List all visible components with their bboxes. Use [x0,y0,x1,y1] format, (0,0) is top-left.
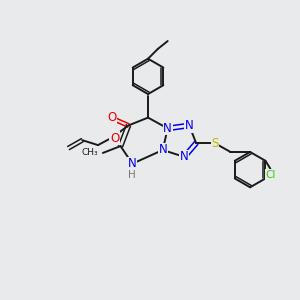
Text: O: O [110,132,119,145]
Text: S: S [211,136,218,150]
Text: N: N [185,119,194,132]
Text: Cl: Cl [265,169,275,179]
Text: H: H [128,169,136,179]
Text: N: N [158,143,167,157]
Text: O: O [107,111,116,124]
Text: CH₃: CH₃ [81,148,98,158]
Text: N: N [180,150,189,164]
Text: N: N [163,122,172,135]
Text: N: N [128,157,137,170]
